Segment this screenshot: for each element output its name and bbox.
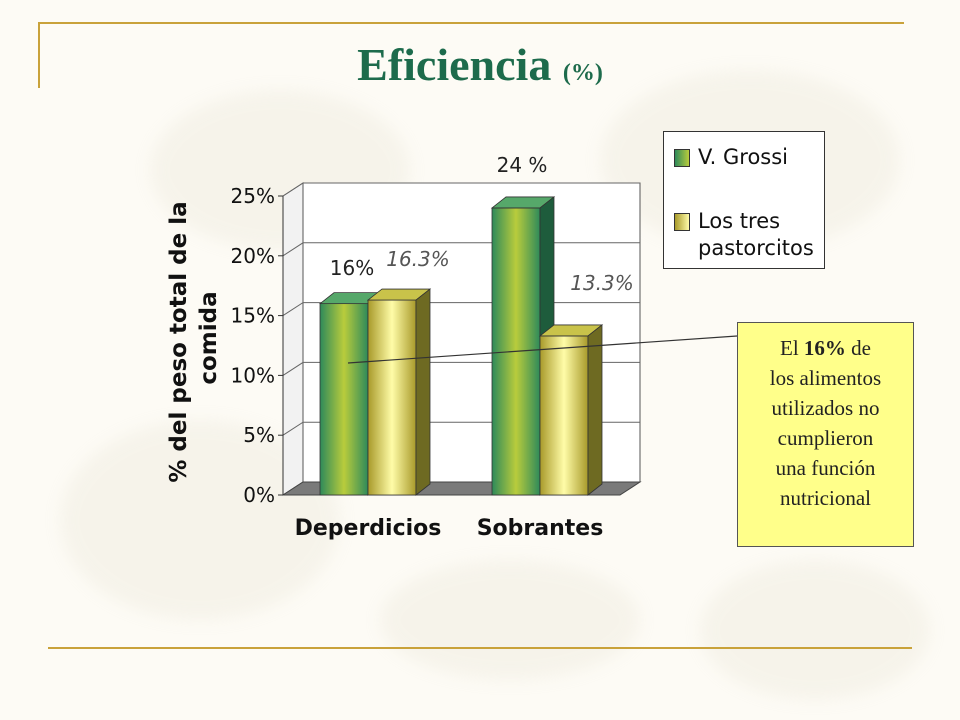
slide-title: Eficiencia (%) bbox=[0, 38, 960, 91]
bar-side bbox=[587, 324, 603, 496]
callout-line-1: El 16% de bbox=[738, 333, 913, 363]
callout-pointer bbox=[347, 335, 738, 364]
bar bbox=[539, 335, 589, 496]
callout-line-4: cumplieron bbox=[777, 426, 874, 450]
callout-line-5: una función bbox=[775, 456, 876, 480]
callout-line-3: utilizados no bbox=[771, 396, 880, 420]
y-axis-label-line-1: % del peso total de la bbox=[166, 201, 192, 482]
bar bbox=[367, 299, 417, 496]
callout-suffix: de bbox=[851, 336, 871, 360]
y-tick-label: 5% bbox=[243, 423, 275, 447]
y-tick-label: 25% bbox=[231, 184, 275, 208]
legend-label-line-1: Los tres bbox=[698, 209, 781, 233]
legend-swatch-v-grossi bbox=[674, 149, 690, 167]
data-label: 13.3% bbox=[570, 271, 634, 295]
y-tick-label: 15% bbox=[231, 304, 275, 328]
legend-swatch-los-tres-pastorcitos bbox=[674, 213, 690, 231]
legend-label-v-grossi: V. Grossi bbox=[698, 145, 789, 169]
data-label: 24 % bbox=[497, 153, 548, 177]
callout-line-6: nutricional bbox=[780, 486, 871, 510]
data-label: 16% bbox=[330, 256, 374, 280]
callout-line-2: los alimentos bbox=[769, 366, 882, 390]
legend-label-line-2: pastorcitos bbox=[698, 236, 814, 260]
title-unit: (%) bbox=[562, 60, 603, 86]
y-axis-label: % del peso total de la comida bbox=[166, 193, 222, 482]
y-tick-label: 10% bbox=[231, 363, 275, 387]
chart-legend: V. Grossi Los tres pastorcitos bbox=[663, 131, 825, 269]
x-category-label: Deperdicios bbox=[295, 516, 442, 541]
bar bbox=[319, 303, 369, 496]
top-rule bbox=[40, 22, 904, 24]
bar-side bbox=[415, 288, 431, 496]
title-main: Eficiencia bbox=[357, 39, 552, 90]
bottom-rule bbox=[48, 647, 912, 649]
callout-box: El 16% de los alimentos utilizados no cu… bbox=[737, 322, 914, 547]
x-category-label: Sobrantes bbox=[477, 516, 604, 541]
y-axis-label-line-2: comida bbox=[196, 291, 222, 384]
plot-side-wall bbox=[282, 182, 304, 496]
y-tick-label: 0% bbox=[243, 483, 275, 507]
callout-prefix: El bbox=[780, 336, 799, 360]
y-tick-label: 20% bbox=[231, 244, 275, 268]
gridline bbox=[282, 182, 640, 197]
data-label: 16.3% bbox=[386, 247, 450, 271]
callout-highlight: 16% bbox=[803, 336, 846, 360]
left-rule bbox=[38, 22, 40, 88]
